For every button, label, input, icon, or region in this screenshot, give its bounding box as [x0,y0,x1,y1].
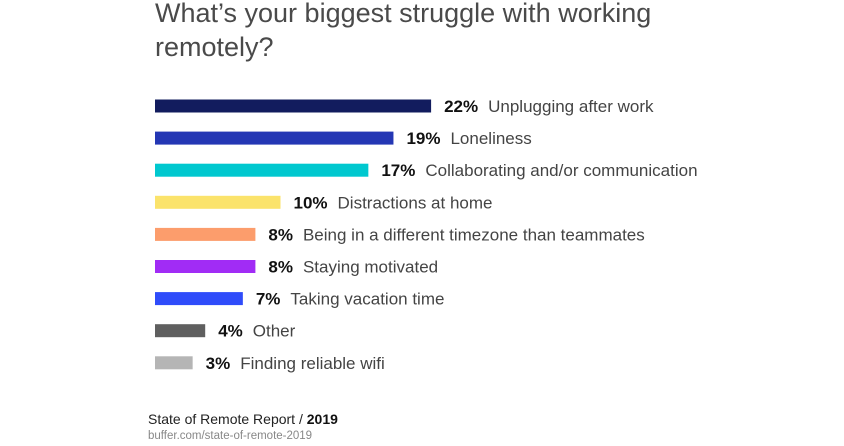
category-label: Collaborating and/or communication [425,161,697,180]
category-label: Taking vacation time [290,290,444,309]
bar-label: 19% Loneliness [406,129,531,148]
bar [155,131,394,145]
bar [155,356,193,370]
bar-label: 17% Collaborating and/or communication [381,161,697,180]
bar-label: 3% Finding reliable wifi [206,354,385,373]
value-label: 22% [444,97,478,116]
bar [155,292,243,306]
value-label: 8% [268,258,293,277]
value-label: 4% [218,322,243,341]
source-year: 2019 [306,411,338,427]
source-url[interactable]: buffer.com/state-of-remote-2019 [148,430,313,442]
bar-label: 10% Distractions at home [294,193,493,212]
value-label: 19% [406,129,440,148]
value-label: 3% [206,354,231,373]
bar [155,195,281,209]
bar [155,260,256,273]
bar-label: 22% Unplugging after work [444,97,654,116]
source-credit: State of Remote Report / 2019 [148,411,338,427]
category-label: Unplugging after work [488,97,654,116]
chart-title: What’s your biggest struggle with workin… [155,0,652,62]
category-label: Being in a different timezone than teamm… [303,225,645,244]
category-label: Loneliness [450,129,531,148]
bar [155,324,206,338]
bar-label: 8% Being in a different timezone than tea… [268,225,644,244]
source-name: State of Remote Report / [148,411,307,427]
value-label: 10% [294,193,328,212]
bar [155,163,369,177]
bar-label: 4% Other [218,322,295,341]
bar [155,99,432,113]
category-label: Other [253,322,296,341]
value-label: 7% [256,290,281,309]
category-label: Staying motivated [303,258,438,277]
category-label: Distractions at home [338,193,493,212]
bar-label: 7% Taking vacation time [256,290,445,309]
value-label: 8% [268,225,293,244]
category-label: Finding reliable wifi [240,354,385,373]
bar-chart: 22% Unplugging after work 19% Loneliness 17%… [155,97,698,373]
bar [155,227,256,241]
bar-label: 8% Staying motivated [268,258,438,277]
value-label: 17% [381,161,415,180]
